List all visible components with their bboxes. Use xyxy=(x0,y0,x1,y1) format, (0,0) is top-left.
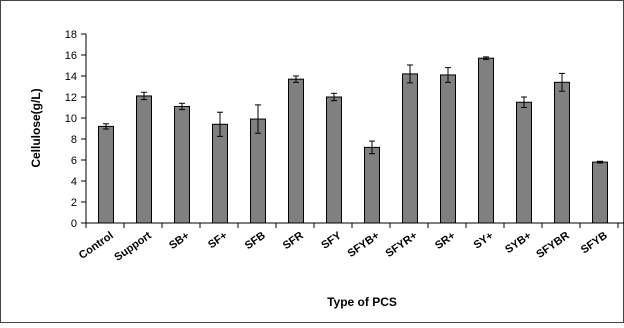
x-tick-label: SFR xyxy=(281,230,306,252)
bar-sb-plus xyxy=(174,105,190,224)
x-tick-label: SFY xyxy=(319,229,344,251)
x-tick-label: Control xyxy=(77,230,116,262)
bar-sfb xyxy=(250,118,266,224)
x-tick-label: SB+ xyxy=(167,230,192,252)
y-tick-label: 12 xyxy=(65,92,77,104)
bar-sy-plus xyxy=(478,57,494,224)
x-tick-label: SFYB xyxy=(579,230,610,257)
x-tick-label: SFYBR xyxy=(534,230,571,261)
y-tick-label: 18 xyxy=(65,29,77,41)
bars xyxy=(98,57,608,224)
error-bars xyxy=(103,56,603,164)
bar-support xyxy=(136,95,152,224)
y-tick-label: 6 xyxy=(71,155,77,167)
bar-sfyb-plus xyxy=(364,146,380,224)
x-axis-title: Type of PCS xyxy=(327,295,397,309)
bar-sr-plus xyxy=(440,74,456,224)
x-tick-label: SYB+ xyxy=(503,230,534,256)
bar-sfyb xyxy=(592,161,608,224)
bar-sfyr-plus xyxy=(402,73,418,224)
x-tick-label: Support xyxy=(112,229,154,263)
x-tick-label: SFYB+ xyxy=(346,230,382,260)
bar-control xyxy=(98,125,114,224)
y-tick-label: 16 xyxy=(65,50,77,62)
x-tick-label: SF+ xyxy=(206,230,230,252)
y-tick-label: 8 xyxy=(71,134,77,146)
bar-sfybr xyxy=(554,81,570,224)
x-tick-label: SR+ xyxy=(433,230,458,252)
bar-syb-plus xyxy=(516,101,532,224)
y-tick-label: 14 xyxy=(65,71,77,83)
x-tick-label: SFYR+ xyxy=(384,230,420,260)
bar-sfy xyxy=(326,96,342,224)
bar-sf-plus xyxy=(212,123,228,224)
y-axis: 0 2 4 6 8 10 12 14 16 18 xyxy=(65,29,87,230)
x-tick-label: SFB xyxy=(243,230,268,252)
y-tick-label: 4 xyxy=(71,176,77,188)
y-tick-label: 0 xyxy=(71,218,77,230)
bar-sfr xyxy=(288,78,304,224)
y-tick-label: 2 xyxy=(71,197,77,209)
y-tick-label: 10 xyxy=(65,113,77,125)
x-tick-label: SY+ xyxy=(472,230,496,252)
y-axis-title: Cellulose(g/L) xyxy=(29,88,43,167)
